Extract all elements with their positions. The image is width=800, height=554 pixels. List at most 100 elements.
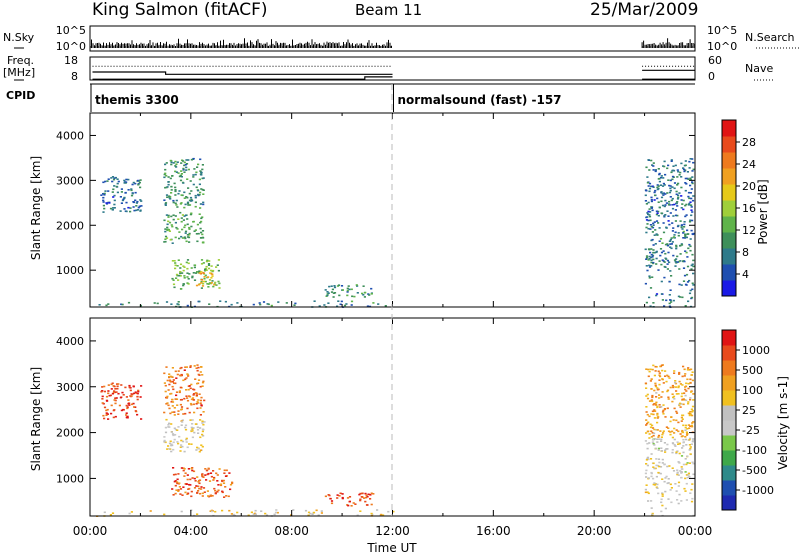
range-cell xyxy=(106,180,109,182)
range-cell xyxy=(206,259,209,262)
range-cell xyxy=(353,295,356,298)
range-cell xyxy=(114,176,117,179)
range-cell xyxy=(671,393,674,395)
range-cell xyxy=(650,475,653,478)
range-cell xyxy=(671,204,674,206)
range-cell xyxy=(163,436,166,438)
range-cell xyxy=(663,165,666,168)
range-cell xyxy=(202,380,205,383)
range-cell xyxy=(185,395,188,397)
range-cell xyxy=(680,420,683,422)
range-cell xyxy=(186,234,189,236)
range-cell xyxy=(684,160,687,162)
range-cell xyxy=(180,420,183,422)
range-cell xyxy=(650,200,653,203)
range-cell xyxy=(172,279,175,281)
range-cell xyxy=(687,401,690,403)
range-cell xyxy=(664,266,667,268)
range-cell xyxy=(199,402,202,404)
range-cell xyxy=(187,468,190,470)
range-cell xyxy=(177,279,180,281)
range-cell xyxy=(100,390,103,393)
range-cell xyxy=(105,395,109,398)
range-cell xyxy=(691,461,694,464)
range-cell xyxy=(194,194,197,197)
range-cell xyxy=(664,193,667,195)
range-cell xyxy=(105,202,108,204)
range-cell xyxy=(337,300,340,302)
range-cell xyxy=(186,202,190,205)
range-cell xyxy=(185,437,188,440)
range-cell xyxy=(673,234,676,236)
range-cell xyxy=(672,215,675,217)
range-cell xyxy=(177,489,180,491)
range-cell xyxy=(165,237,169,239)
range-cell xyxy=(677,421,680,424)
range-cell xyxy=(207,467,210,470)
range-cell xyxy=(164,203,167,205)
range-cell xyxy=(200,486,203,488)
range-cell xyxy=(672,254,675,257)
range-cell xyxy=(663,408,667,410)
range-cell xyxy=(197,432,200,434)
range-cell xyxy=(672,442,675,445)
range-cell xyxy=(645,255,649,257)
range-cell xyxy=(139,179,142,181)
cpid-panel: CPID themis 3300 normalsound (fast) -157 xyxy=(6,83,695,112)
range-cell xyxy=(653,234,656,236)
range-cell xyxy=(657,370,660,373)
range-cell xyxy=(188,395,191,397)
range-cell xyxy=(660,196,664,199)
cpid-entry: themis 3300 xyxy=(95,93,179,107)
range-cell xyxy=(658,465,661,468)
range-cell xyxy=(183,206,186,209)
range-cell xyxy=(647,500,650,502)
range-cell xyxy=(677,232,680,234)
range-cell xyxy=(113,185,116,187)
range-cell xyxy=(656,421,659,424)
range-cell xyxy=(167,181,170,183)
range-cell xyxy=(186,218,189,220)
range-cell xyxy=(667,427,670,429)
x-tick-label: 12:00 xyxy=(375,524,410,538)
range-cell xyxy=(667,430,671,433)
range-cell xyxy=(685,203,688,206)
range-cell xyxy=(668,261,671,264)
range-cell xyxy=(199,371,202,373)
range-cell xyxy=(121,303,124,306)
range-cell xyxy=(163,513,166,516)
range-cell xyxy=(189,402,193,405)
range-cell xyxy=(681,429,684,432)
range-cell xyxy=(214,489,217,492)
range-cell xyxy=(660,175,663,177)
range-cell xyxy=(113,177,116,179)
range-cell xyxy=(113,207,116,209)
range-cell xyxy=(217,259,220,261)
range-cell xyxy=(680,471,683,473)
range-cell xyxy=(661,493,664,496)
range-cell xyxy=(330,291,334,293)
range-cell xyxy=(676,205,679,207)
range-cell xyxy=(199,191,202,194)
range-cell xyxy=(163,372,166,375)
range-cell xyxy=(193,411,196,414)
colorbar-swatch xyxy=(722,330,736,346)
range-cell xyxy=(680,199,683,201)
range-cell xyxy=(655,257,658,260)
range-cell xyxy=(685,474,688,476)
range-cell xyxy=(645,368,648,370)
range-cell xyxy=(329,497,332,500)
range-cell xyxy=(203,491,206,493)
range-cell xyxy=(660,364,663,367)
range-cell xyxy=(222,479,225,482)
range-cell xyxy=(217,489,220,492)
range-cell xyxy=(137,180,140,182)
range-cell xyxy=(131,192,134,195)
range-cell xyxy=(200,488,203,490)
range-cell xyxy=(201,381,205,384)
range-cell xyxy=(170,431,173,433)
range-cell xyxy=(167,404,170,407)
range-cell xyxy=(692,284,695,286)
range-cell xyxy=(692,195,695,197)
